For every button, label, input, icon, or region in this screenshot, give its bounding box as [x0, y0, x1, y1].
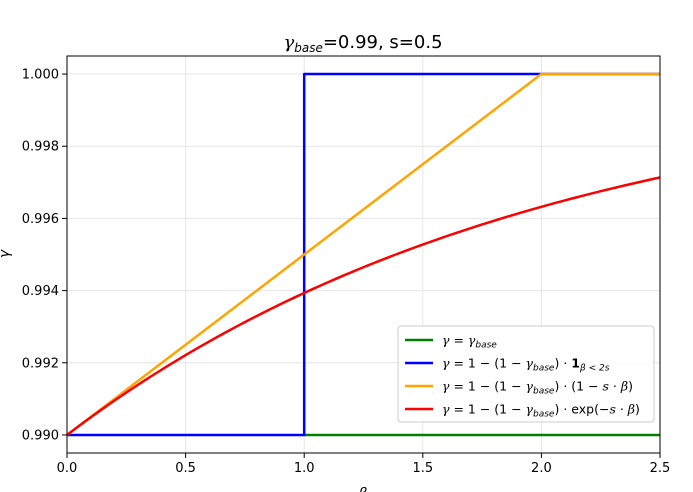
title-rest: =0.99, s=0.5: [323, 32, 443, 53]
y-tick-label: 0.990: [22, 428, 59, 443]
legend-label-constant: γ = γbase: [442, 333, 497, 351]
title-sub: base: [294, 41, 323, 55]
x-axis-label: β: [358, 486, 368, 492]
legend: γ = γbase γ = 1 − (1 − γbase) · 1β < 2s γ …: [397, 325, 655, 423]
x-tick-label: 2.5: [650, 461, 671, 476]
x-tick-label: 1.5: [412, 461, 433, 476]
ticks: 0.0 0.5 1.0 1.5 2.0 2.5 0.990 0.992 0.994 0.996 0.…: [22, 68, 671, 476]
plot-frame: [66, 55, 661, 454]
x-tick-label: 0.5: [175, 461, 196, 476]
y-tick-label: 0.992: [22, 356, 59, 371]
legend-label-exponential: γ = 1 − (1 − γbase) · exp(−s · β): [442, 402, 640, 420]
legend-box: [397, 325, 655, 423]
title-main: γ: [283, 32, 294, 53]
x-tick-label: 1.0: [294, 461, 315, 476]
y-axis-label: γ: [0, 249, 13, 258]
y-tick-label: 1.000: [22, 68, 59, 83]
series-line-linear: [66, 72, 660, 436]
series-line-exponential: [66, 176, 661, 436]
legend-label-linear: γ = 1 − (1 − γbase) · (1 − s · β): [442, 379, 633, 397]
x-tick-label: 2.0: [531, 461, 552, 476]
y-tick-label: 0.996: [22, 212, 59, 227]
series-layer: [66, 72, 661, 437]
x-tick-label: 0.0: [57, 461, 78, 476]
y-tick-label: 0.994: [22, 284, 59, 299]
legend-label-step: γ = 1 − (1 − γbase) · 1β < 2s: [442, 356, 610, 374]
chart-title: γbase=0.99, s=0.5: [283, 32, 442, 55]
y-tick-label: 0.998: [22, 140, 59, 155]
